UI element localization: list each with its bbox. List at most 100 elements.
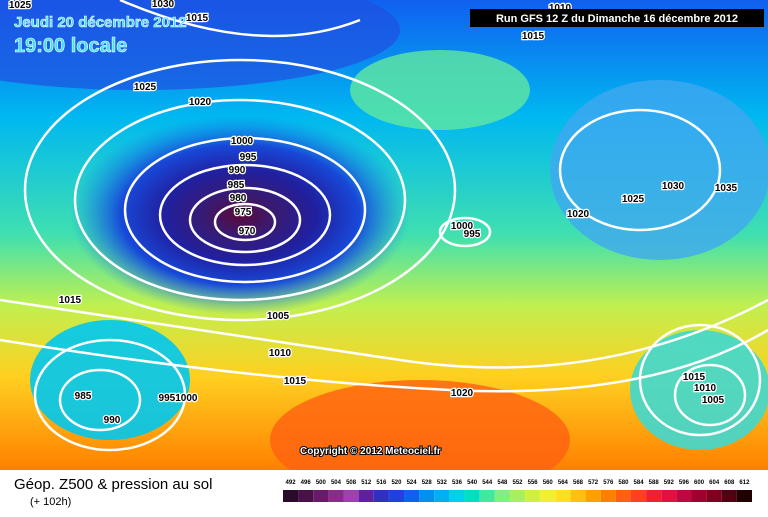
isobar-label: 980 <box>230 193 247 204</box>
isobar-label: 1020 <box>567 209 590 220</box>
isobar-label: 1025 <box>9 0 32 11</box>
isobar-label: 1020 <box>189 97 212 108</box>
legend-label: 604 <box>709 480 720 486</box>
legend-label: 540 <box>467 480 478 486</box>
legend-swatch <box>388 490 405 502</box>
legend-label: 592 <box>664 480 675 486</box>
legend-swatch <box>343 490 359 502</box>
legend-label: 576 <box>603 480 614 486</box>
time-label: 19:00 locale <box>14 35 127 57</box>
isobar-label: 1000 <box>231 136 254 147</box>
legend-label: 516 <box>376 480 387 486</box>
legend-swatch <box>298 490 314 502</box>
legend-swatch <box>706 490 722 502</box>
legend-label: 568 <box>573 480 584 486</box>
isobar-label: 990 <box>104 415 121 426</box>
legend-swatch <box>525 490 541 502</box>
isobar-label: 1015 <box>59 295 82 306</box>
run-label: Run GFS 12 Z du Dimanche 16 décembre 201… <box>496 13 738 25</box>
legend-swatch <box>691 490 707 502</box>
legend-swatch <box>721 490 737 502</box>
footer-subtitle: (+ 102h) <box>30 496 71 508</box>
legend-label: 608 <box>724 480 735 486</box>
isobar-label: 985 <box>228 180 245 191</box>
legend-label: 520 <box>391 480 402 486</box>
copyright: Copyright © 2012 Meteociel.fr <box>300 446 441 457</box>
isobar-label: 1035 <box>715 183 738 194</box>
isobar-label: 995 <box>464 229 481 240</box>
legend-label: 548 <box>497 480 508 486</box>
isobar-label: 1015 <box>186 13 209 24</box>
legend-label: 508 <box>346 480 357 486</box>
legend-label: 512 <box>361 480 372 486</box>
legend-label: 600 <box>694 480 705 486</box>
legend-label: 500 <box>316 480 327 486</box>
isobar-label: 1010 <box>269 348 292 359</box>
isobar-label: 975 <box>235 207 252 218</box>
legend-swatch <box>479 490 495 502</box>
legend-swatch <box>313 490 329 502</box>
isobar-label: 970 <box>239 226 256 237</box>
isobar-label: 1020 <box>451 388 474 399</box>
legend-swatch <box>434 490 450 502</box>
legend-swatch <box>358 490 374 502</box>
legend-swatch <box>570 490 586 502</box>
legend-swatch <box>373 490 389 502</box>
footer-title: Géop. Z500 & pression au sol <box>14 476 212 493</box>
isobar-label: 1015 <box>522 31 545 42</box>
legend-label: 556 <box>528 480 539 486</box>
legend-swatch <box>449 490 465 502</box>
legend-label: 496 <box>301 480 312 486</box>
legend: 492 496 500 504 508 512 516 520 524 528 532 536 540 5… <box>283 480 752 502</box>
legend-swatch <box>328 490 344 502</box>
legend-label: 584 <box>634 480 645 486</box>
isobar-label: 1005 <box>702 395 725 406</box>
legend-label: 552 <box>512 480 523 486</box>
isobar-labels: 1025 103010151010101510251020100099599098… <box>8 0 739 427</box>
isobar-label: 1030 <box>662 181 685 192</box>
legend-label: 532 <box>437 480 448 486</box>
isobar-label: 1030 <box>152 0 175 10</box>
isobar-label: 1010 <box>694 383 717 394</box>
isobar-label: 995 <box>240 152 257 163</box>
legend-label: 572 <box>588 480 599 486</box>
legend-label: 528 <box>422 480 433 486</box>
legend-label: 560 <box>543 480 554 486</box>
isobar-label: 985 <box>75 391 92 402</box>
legend-swatch <box>555 490 571 502</box>
legend-swatch <box>630 490 647 502</box>
date-label: Jeudi 20 décembre 2012 <box>14 14 187 31</box>
isobar-label: 1025 <box>134 82 157 93</box>
legend-swatch <box>540 490 556 502</box>
legend-label: 612 <box>739 480 750 486</box>
isobar-label: 1015 <box>683 372 706 383</box>
legend-swatch <box>676 490 692 502</box>
legend-label: 492 <box>286 480 297 486</box>
legend-label: 544 <box>482 480 493 486</box>
isobar-label: 1015 <box>284 376 307 387</box>
legend-swatch <box>585 490 601 502</box>
legend-label: 580 <box>618 480 629 486</box>
legend-swatch <box>494 490 510 502</box>
legend-label: 588 <box>649 480 660 486</box>
isobar-label: 1005 <box>267 311 290 322</box>
legend-swatch <box>404 490 420 502</box>
legend-swatch <box>661 490 677 502</box>
legend-swatch <box>419 490 435 502</box>
isobar-label: 1000 <box>451 221 474 232</box>
isobar-label: 1025 <box>622 194 645 205</box>
legend-swatch <box>736 490 752 502</box>
legend-label: 596 <box>679 480 690 486</box>
legend-label: 504 <box>331 480 342 486</box>
legend-swatch <box>615 490 631 502</box>
run-box <box>470 9 764 27</box>
legend-swatch <box>509 490 526 502</box>
legend-label: 564 <box>558 480 569 486</box>
isobars <box>0 0 768 450</box>
legend-label: 524 <box>407 480 418 486</box>
legend-swatch <box>464 490 480 502</box>
legend-swatch <box>600 490 616 502</box>
legend-swatch <box>283 490 299 502</box>
isobar-label: 9951000 <box>159 393 198 404</box>
